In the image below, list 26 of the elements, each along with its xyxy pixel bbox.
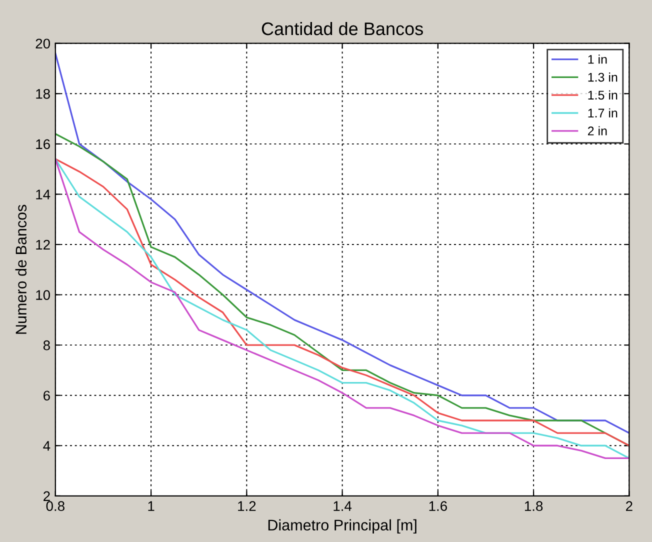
x-tick-label: 1.6 xyxy=(429,501,447,511)
chart-title: Cantidad de Bancos xyxy=(262,22,423,36)
x-tick-label: 2 xyxy=(626,501,632,511)
legend-label: 2 in xyxy=(588,126,607,136)
y-tick-label: 18 xyxy=(36,88,50,99)
y-tick-label: 12 xyxy=(36,240,50,250)
y-tick-label: 2 xyxy=(44,491,50,501)
y-tick-label: 6 xyxy=(44,390,50,401)
x-tick-label: 1.2 xyxy=(238,501,256,511)
y-tick-label: 4 xyxy=(43,441,50,451)
x-tick-label: 1.4 xyxy=(334,501,352,511)
legend-label: 1.3 in xyxy=(588,72,618,82)
y-tick-label: 8 xyxy=(43,340,50,350)
legend-label: 1.5 in xyxy=(588,90,618,100)
y-tick-label: 14 xyxy=(36,190,50,200)
legend-label: 1 in xyxy=(588,54,607,64)
y-tick-label: 10 xyxy=(36,290,50,300)
y-axis-title: Numero de Bancos xyxy=(15,204,27,334)
x-tick-label: 0.8 xyxy=(46,501,64,511)
x-axis-title: Diametro Principal [m] xyxy=(268,519,416,534)
y-tick-label: 20 xyxy=(36,38,50,49)
y-tick-label: 16 xyxy=(36,139,50,150)
line-series xyxy=(55,52,630,434)
legend-label: 1.7 in xyxy=(588,108,618,118)
x-tick-label: 1 xyxy=(148,501,154,511)
x-tick-label: 1.8 xyxy=(524,501,543,511)
